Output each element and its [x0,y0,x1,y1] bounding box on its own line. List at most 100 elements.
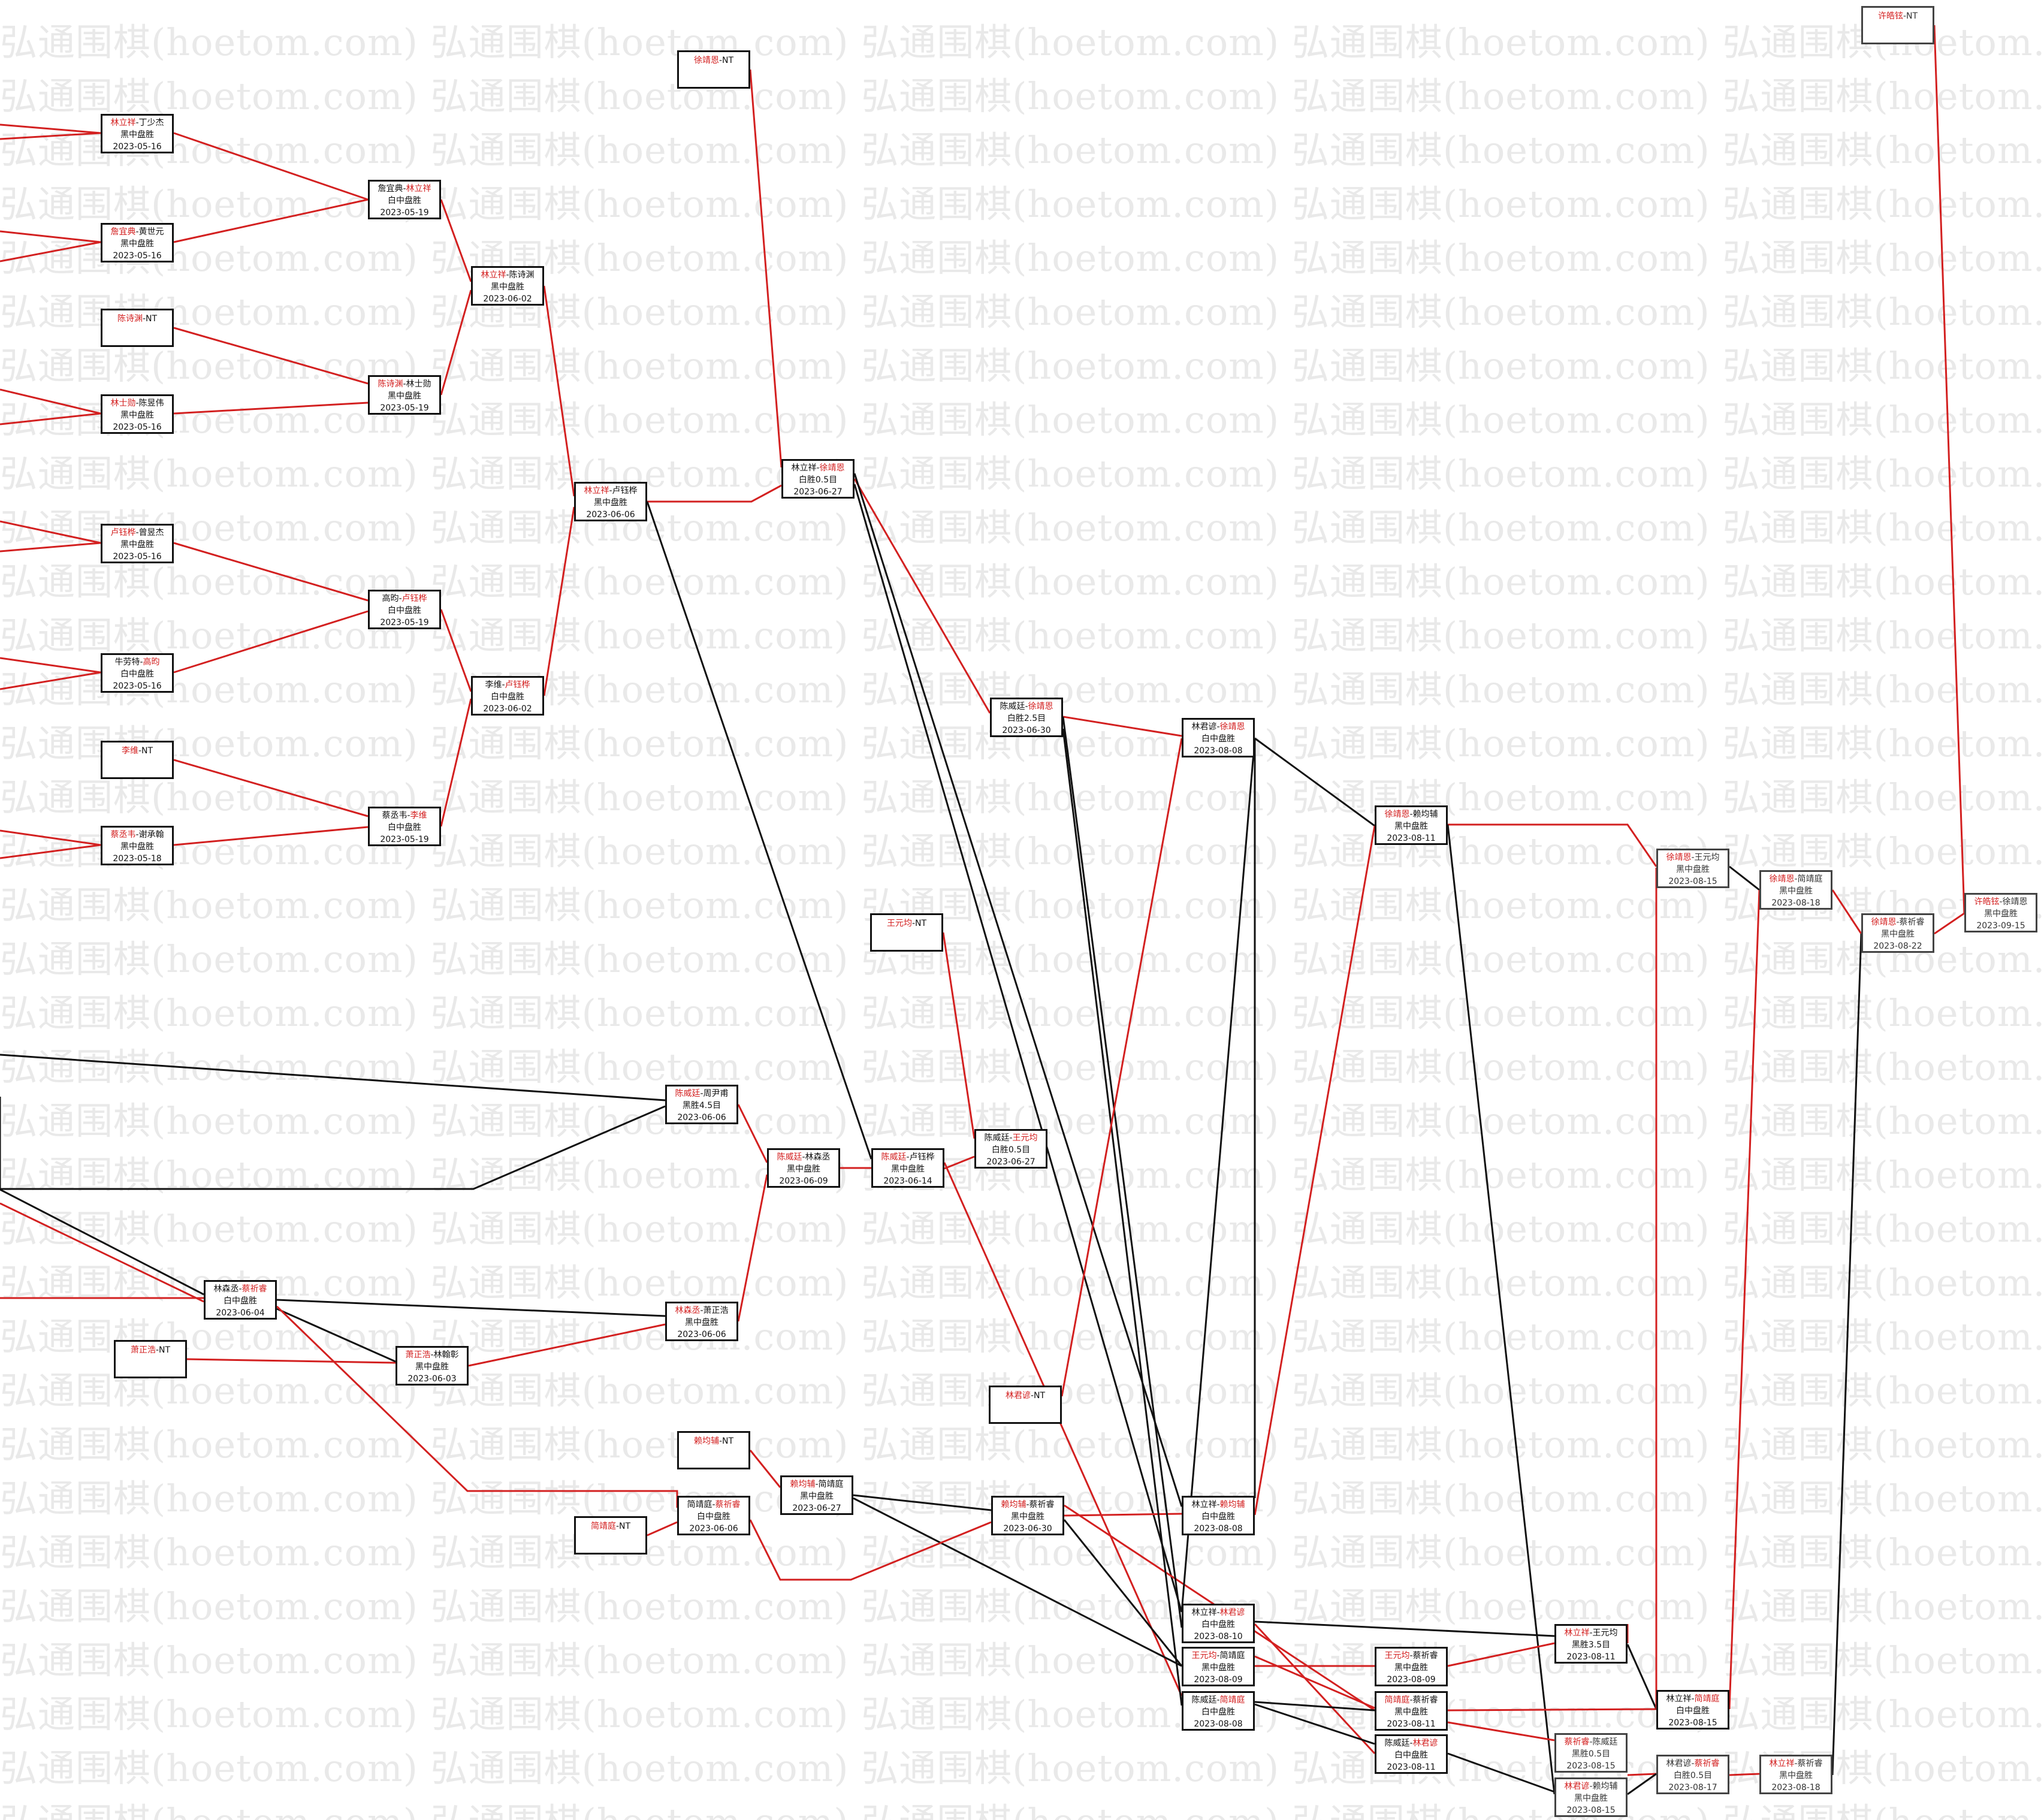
match-box[interactable]: 林士勋-陈昱伟 黑中盘胜 2023-05-16 [101,394,174,434]
separator: - [1794,1759,1798,1768]
separator: - [1794,874,1798,884]
match-box[interactable]: 陈威廷-林君谚 白中盘胜 2023-08-11 [1375,1734,1448,1774]
match-date: 2023-08-09 [1194,1675,1243,1685]
separator: - [403,184,406,194]
match-box[interactable]: 蔡丞韦-谢承翰 黑中盘胜 2023-05-18 [101,826,174,865]
match-box[interactable]: 林森丞-萧正浩 黑中盘胜 2023-06-06 [665,1302,738,1341]
match-box[interactable]: 陈威廷-林森丞 黑中盘胜 2023-06-09 [767,1148,840,1188]
player-black: 林君谚 [1005,1391,1031,1401]
match-box[interactable]: 王元均-简靖庭 黑中盘胜 2023-08-09 [1182,1647,1255,1686]
match-box[interactable]: 王元均-蔡祈睿 黑中盘胜 2023-08-09 [1375,1647,1448,1686]
match-box[interactable]: 林立祥-陈诗渊 黑中盘胜 2023-06-02 [471,266,544,306]
match-box[interactable]: 赖均辅-简靖庭 黑中盘胜 2023-06-27 [780,1475,853,1515]
separator: - [712,1500,715,1510]
player-black: 徐靖恩 [1769,874,1795,884]
match-result: 黑胜4.5目 [682,1101,721,1110]
match-box[interactable]: 詹宜典-黄世元 黑中盘胜 2023-05-16 [101,223,174,262]
match-date: 2023-06-30 [1002,726,1051,735]
bye-box[interactable]: 王元均-NT [870,913,943,952]
match-players: 李维-卢钰桦 [473,679,542,691]
player-white: 徐靖恩 [1028,702,1053,711]
match-box[interactable]: 简靖庭-蔡祈睿 白中盘胜 2023-06-06 [677,1496,750,1535]
match-box[interactable]: 徐靖恩-蔡祈睿 黑中盘胜 2023-08-22 [1861,913,1934,953]
match-result: 黑中盘胜 [491,282,524,292]
match-box[interactable]: 林立祥-王元均 黑胜3.5目 2023-08-11 [1554,1624,1628,1664]
player-black: 萧正浩 [130,1345,156,1355]
match-box[interactable]: 陈威廷-周尹甫 黑胜4.5目 2023-06-06 [665,1085,738,1124]
match-box[interactable]: 许皓铉-徐靖恩 黑中盘胜 2023-09-15 [1964,893,2037,932]
match-box[interactable]: 林森丞-蔡祈睿 白中盘胜 2023-06-04 [204,1280,277,1320]
match-box[interactable]: 蔡祈睿-陈威廷 黑胜0.5目 2023-08-15 [1554,1733,1628,1773]
bye-box[interactable]: 赖均辅-NT [677,1431,750,1469]
match-box[interactable]: 简靖庭-蔡祈睿 黑中盘胜 2023-08-11 [1375,1691,1448,1731]
match-box[interactable]: 林君谚-蔡祈睿 白胜0.5目 2023-08-17 [1656,1755,1729,1794]
player-white: 林森丞 [805,1152,831,1162]
player-white: 林士勋 [406,379,431,389]
match-box[interactable]: 高昀-卢钰桦 白中盘胜 2023-05-19 [368,590,441,629]
player-black: 林立祥 [110,118,136,128]
player-white: 蔡祈睿 [1694,1759,1720,1768]
separator: - [700,1089,704,1098]
match-box[interactable]: 李维-卢钰桦 白中盘胜 2023-06-02 [471,676,544,716]
match-box[interactable]: 林立祥-林君谚 白中盘胜 2023-08-10 [1182,1604,1255,1643]
no-opponent-mark: NT [722,1436,734,1446]
bracket-edge [0,671,101,690]
separator: - [1009,1133,1013,1143]
separator: - [1409,1695,1413,1705]
match-box[interactable]: 赖均辅-蔡祈睿 黑中盘胜 2023-06-30 [991,1496,1064,1535]
bracket-edge [1254,1701,1375,1712]
match-box[interactable]: 詹宜典-林立祥 白中盘胜 2023-05-19 [368,180,441,219]
match-date: 2023-06-03 [407,1374,457,1384]
match-box[interactable]: 陈诗渊-林士勋 黑中盘胜 2023-05-19 [368,375,441,415]
player-black: 徐靖恩 [1384,810,1410,819]
match-box[interactable]: 徐靖恩-简靖庭 黑中盘胜 2023-08-18 [1759,870,1832,910]
bracket-edge [1062,716,1183,1628]
bye-box[interactable]: 许皓铉-NT [1861,6,1934,44]
match-box[interactable]: 陈威廷-徐靖恩 白胜2.5目 2023-06-30 [990,698,1063,737]
match-box[interactable]: 蔡丞韦-李维 白中盘胜 2023-05-19 [368,807,441,846]
match-box[interactable]: 林立祥-卢钰桦 黑中盘胜 2023-06-06 [574,482,647,521]
match-players: 林君谚-NT [991,1390,1060,1402]
match-result: 黑中盘胜 [120,239,154,249]
bye-box[interactable]: 林君谚-NT [989,1386,1062,1424]
match-box[interactable]: 徐靖恩-王元均 黑中盘胜 2023-08-15 [1656,849,1729,888]
match-box[interactable]: 徐靖恩-赖均辅 黑中盘胜 2023-08-11 [1375,805,1448,845]
match-result: 白中盘胜 [1201,1707,1235,1717]
match-box[interactable]: 林立祥-徐靖恩 白胜0.5目 2023-06-27 [781,459,855,499]
match-players: 王元均-NT [872,917,941,929]
match-box[interactable]: 林立祥-赖均辅 白中盘胜 2023-08-08 [1182,1496,1255,1535]
match-players: 简靖庭-NT [576,1520,645,1532]
bracket-edge [1254,1623,1376,1755]
bye-box[interactable]: 萧正浩-NT [114,1340,187,1378]
match-box[interactable]: 陈威廷-卢钰桦 黑中盘胜 2023-06-14 [871,1148,944,1188]
match-box[interactable]: 林君谚-徐靖恩 白中盘胜 2023-08-08 [1182,718,1255,757]
player-black: 詹宜典 [378,184,403,194]
bracket-edge [0,657,101,674]
match-players: 萧正浩-NT [116,1344,185,1356]
match-box[interactable]: 陈威廷-简靖庭 白中盘胜 2023-08-08 [1182,1691,1255,1731]
match-box[interactable]: 林君谚-赖均辅 黑中盘胜 2023-08-15 [1554,1777,1628,1817]
match-date: 2023-06-30 [1003,1524,1052,1534]
match-date: 2023-08-18 [1771,898,1820,908]
bracket-edge [0,844,101,859]
player-black: 林立祥 [481,270,506,280]
bye-box[interactable]: 简靖庭-NT [574,1516,647,1555]
match-box[interactable]: 林立祥-丁少杰 黑中盘胜 2023-05-16 [101,114,174,153]
player-white: 周尹甫 [703,1089,729,1098]
bye-box[interactable]: 李维-NT [101,741,174,779]
separator: - [138,746,142,756]
bye-box[interactable]: 陈诗渊-NT [101,309,174,347]
match-box[interactable]: 林立祥-简靖庭 白中盘胜 2023-08-15 [1656,1690,1729,1730]
match-box[interactable]: 萧正浩-林翰彰 黑中盘胜 2023-06-03 [395,1346,469,1386]
match-result: 黑中盘胜 [1394,1707,1428,1717]
match-box[interactable]: 林立祥-蔡祈睿 黑中盘胜 2023-08-18 [1759,1755,1832,1794]
player-white: 简靖庭 [1694,1694,1720,1704]
player-black: 徐靖恩 [693,56,719,65]
match-box[interactable]: 卢钰桦-曾昱杰 黑中盘胜 2023-05-16 [101,524,174,563]
bye-box[interactable]: 徐靖恩-NT [677,50,750,89]
separator: - [1216,1608,1220,1617]
match-box[interactable]: 陈威廷-王元均 白胜0.5目 2023-06-27 [974,1129,1047,1169]
match-box[interactable]: 牛劳特-高昀 白中盘胜 2023-05-16 [101,653,174,693]
separator: - [1409,1738,1413,1748]
player-black: 陈威廷 [1191,1695,1217,1705]
